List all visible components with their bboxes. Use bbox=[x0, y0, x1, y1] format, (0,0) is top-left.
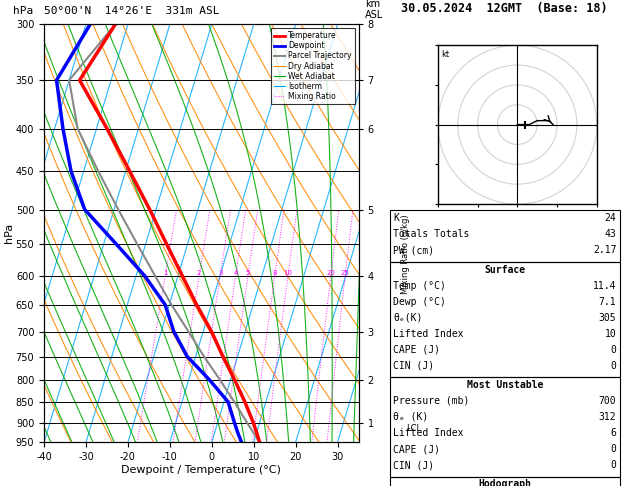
Text: hPa: hPa bbox=[13, 6, 33, 16]
Text: Temp (°C): Temp (°C) bbox=[393, 281, 446, 291]
Text: 20: 20 bbox=[326, 270, 335, 276]
Text: 1: 1 bbox=[163, 270, 167, 276]
Text: Lifted Index: Lifted Index bbox=[393, 329, 464, 339]
Text: 0: 0 bbox=[611, 444, 616, 454]
Legend: Temperature, Dewpoint, Parcel Trajectory, Dry Adiabat, Wet Adiabat, Isotherm, Mi: Temperature, Dewpoint, Parcel Trajectory… bbox=[270, 28, 355, 104]
Text: LCL: LCL bbox=[406, 424, 421, 433]
Text: Mixing Ratio (g/kg): Mixing Ratio (g/kg) bbox=[401, 214, 410, 294]
Text: Pressure (mb): Pressure (mb) bbox=[393, 396, 469, 406]
Text: θₑ (K): θₑ (K) bbox=[393, 412, 428, 422]
Text: 3: 3 bbox=[218, 270, 223, 276]
Text: 50°00'N  14°26'E  331m ASL: 50°00'N 14°26'E 331m ASL bbox=[44, 6, 220, 16]
Text: 2: 2 bbox=[197, 270, 201, 276]
Text: Totals Totals: Totals Totals bbox=[393, 229, 469, 239]
Text: θₑ(K): θₑ(K) bbox=[393, 313, 423, 323]
Text: CIN (J): CIN (J) bbox=[393, 460, 434, 470]
Text: km
ASL: km ASL bbox=[365, 0, 383, 20]
Text: 5: 5 bbox=[246, 270, 250, 276]
Text: Surface: Surface bbox=[484, 265, 525, 275]
Text: Hodograph: Hodograph bbox=[478, 479, 532, 486]
Text: 43: 43 bbox=[604, 229, 616, 239]
Text: 305: 305 bbox=[599, 313, 616, 323]
Text: PW (cm): PW (cm) bbox=[393, 245, 434, 255]
Text: 24: 24 bbox=[604, 213, 616, 223]
X-axis label: Dewpoint / Temperature (°C): Dewpoint / Temperature (°C) bbox=[121, 465, 281, 475]
Text: 0: 0 bbox=[611, 361, 616, 371]
Text: K: K bbox=[393, 213, 399, 223]
Text: kt: kt bbox=[441, 50, 449, 59]
Y-axis label: hPa: hPa bbox=[4, 223, 14, 243]
Text: 2.17: 2.17 bbox=[593, 245, 616, 255]
Text: 4: 4 bbox=[233, 270, 238, 276]
Text: 6: 6 bbox=[611, 428, 616, 438]
Text: 25: 25 bbox=[341, 270, 350, 276]
Text: 30.05.2024  12GMT  (Base: 18): 30.05.2024 12GMT (Base: 18) bbox=[401, 1, 608, 15]
Text: Dewp (°C): Dewp (°C) bbox=[393, 297, 446, 307]
Text: 10: 10 bbox=[604, 329, 616, 339]
Text: 0: 0 bbox=[611, 345, 616, 355]
Text: 700: 700 bbox=[599, 396, 616, 406]
Text: 8: 8 bbox=[272, 270, 277, 276]
Text: Most Unstable: Most Unstable bbox=[467, 380, 543, 390]
Text: 7.1: 7.1 bbox=[599, 297, 616, 307]
Text: CIN (J): CIN (J) bbox=[393, 361, 434, 371]
Text: 11.4: 11.4 bbox=[593, 281, 616, 291]
Text: 0: 0 bbox=[611, 460, 616, 470]
Text: CAPE (J): CAPE (J) bbox=[393, 444, 440, 454]
Text: CAPE (J): CAPE (J) bbox=[393, 345, 440, 355]
Text: 312: 312 bbox=[599, 412, 616, 422]
Text: Lifted Index: Lifted Index bbox=[393, 428, 464, 438]
Text: 10: 10 bbox=[284, 270, 292, 276]
